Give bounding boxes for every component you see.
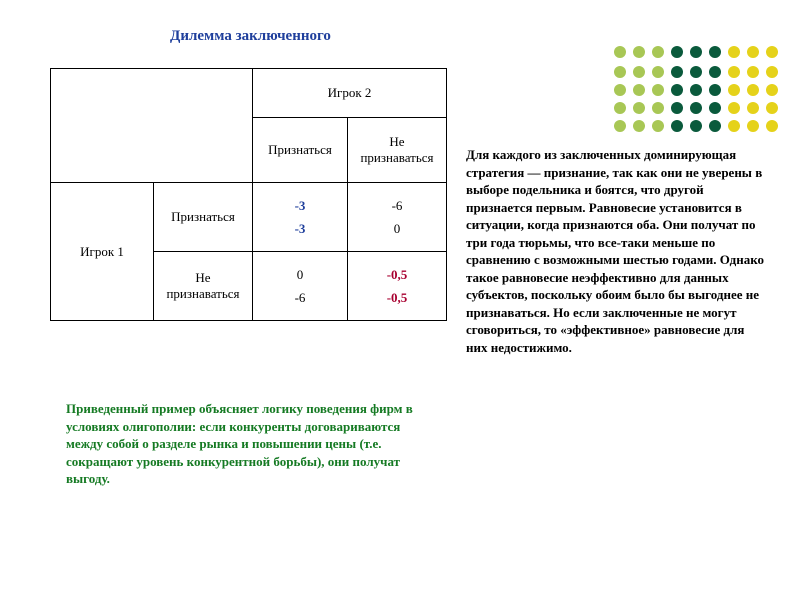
decor-dot	[652, 120, 664, 132]
payoff-p1: -0,5	[387, 290, 408, 305]
decor-dot	[709, 120, 721, 132]
decor-dot	[728, 84, 740, 96]
decor-dot	[766, 84, 778, 96]
decor-dot	[633, 102, 645, 114]
decor-dot	[747, 102, 759, 114]
p1-deny-header: Не признаваться	[154, 252, 253, 321]
decor-dot	[709, 102, 721, 114]
cell-cc: -3 -3	[253, 183, 348, 252]
p1-confess-header: Признаться	[154, 183, 253, 252]
decor-dot	[671, 102, 683, 114]
decor-dot	[614, 84, 626, 96]
player2-header: Игрок 2	[253, 69, 447, 118]
decor-dot	[747, 46, 759, 58]
decor-dot	[652, 102, 664, 114]
payoff-matrix: Игрок 2ПризнатьсяНе признаватьсяИгрок 1П…	[50, 68, 447, 321]
decor-dot	[766, 120, 778, 132]
matrix-corner	[51, 69, 253, 183]
bottom-conclusion: Приведенный пример объясняет логику пове…	[66, 400, 436, 488]
decor-dot	[671, 66, 683, 78]
decor-dot	[766, 102, 778, 114]
decor-dot	[690, 102, 702, 114]
decor-dot	[614, 66, 626, 78]
payoff-p2: -6	[392, 198, 403, 213]
cell-dc: 0 -6	[253, 252, 348, 321]
payoff-p1: -6	[295, 290, 306, 305]
decor-dot	[766, 46, 778, 58]
decor-dot	[633, 84, 645, 96]
decor-dot	[709, 84, 721, 96]
decor-dot	[766, 66, 778, 78]
payoff-p1: 0	[394, 221, 401, 236]
decor-dot	[671, 46, 683, 58]
decor-dot	[690, 46, 702, 58]
decor-dot	[671, 120, 683, 132]
decor-dot	[728, 120, 740, 132]
decor-dot	[614, 102, 626, 114]
decor-dot	[690, 120, 702, 132]
decor-dot	[747, 84, 759, 96]
decor-dot	[728, 66, 740, 78]
decor-dot	[709, 46, 721, 58]
payoff-p1: -3	[295, 221, 306, 236]
side-explanation: Для каждого из заключенных доминирующая …	[466, 146, 766, 357]
decor-dot	[614, 120, 626, 132]
decor-dot	[747, 120, 759, 132]
payoff-p2: 0	[297, 267, 304, 282]
decor-dot	[728, 46, 740, 58]
decor-dot	[690, 66, 702, 78]
p2-deny-header: Не признаваться	[348, 118, 447, 183]
decor-dot	[633, 120, 645, 132]
decor-dot	[709, 66, 721, 78]
p2-confess-header: Признаться	[253, 118, 348, 183]
cell-cd: -6 0	[348, 183, 447, 252]
slide-title: Дилемма заключенного	[170, 28, 331, 45]
decor-dot	[652, 46, 664, 58]
decor-dot	[671, 84, 683, 96]
decor-dot	[652, 84, 664, 96]
decor-dot	[633, 46, 645, 58]
cell-dd: -0,5 -0,5	[348, 252, 447, 321]
player1-header: Игрок 1	[51, 183, 154, 321]
decor-dot	[747, 66, 759, 78]
payoff-p2: -0,5	[387, 267, 408, 282]
decor-dot	[728, 102, 740, 114]
payoff-p2: -3	[295, 198, 306, 213]
decor-dot	[690, 84, 702, 96]
decor-dot	[614, 46, 626, 58]
decor-dot	[633, 66, 645, 78]
decor-dot	[652, 66, 664, 78]
